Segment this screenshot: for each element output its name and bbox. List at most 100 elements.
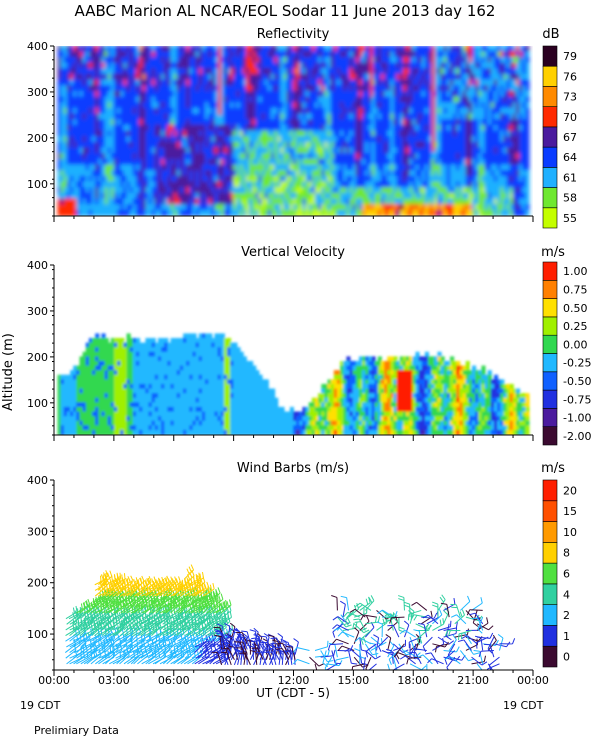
reflectivity-cell — [104, 130, 109, 138]
reflectivity-cell — [409, 68, 414, 75]
reflectivity-cell — [198, 56, 203, 64]
reflectivity-cell — [387, 107, 392, 115]
reflectivity-cell — [336, 153, 342, 160]
reflectivity-cell — [95, 102, 100, 109]
reflectivity-cell — [142, 147, 147, 155]
reflectivity-cell — [264, 136, 269, 143]
reflectivity-cell — [484, 141, 489, 149]
reflectivity-cell — [506, 181, 511, 189]
reflectivity-cell — [358, 158, 364, 166]
reflectivity-cell — [305, 56, 310, 64]
velocity-cell — [92, 374, 97, 381]
reflectivity-cell — [264, 62, 269, 70]
reflectivity-cell — [167, 153, 172, 160]
velocity-cell — [104, 416, 109, 422]
reflectivity-cell — [324, 62, 329, 70]
reflectivity-cell — [365, 51, 370, 58]
reflectivity-cell — [314, 85, 320, 92]
reflectivity-cell — [456, 79, 461, 87]
reflectivity-cell — [157, 170, 163, 177]
reflectivity-cell — [192, 204, 197, 211]
reflectivity-cell — [456, 204, 461, 211]
reflectivity-cell — [274, 147, 279, 155]
reflectivity-cell — [409, 192, 414, 200]
reflectivity-cell — [195, 158, 200, 166]
reflectivity-cell — [396, 79, 401, 87]
reflectivity-cell — [387, 68, 392, 75]
reflectivity-cell — [380, 141, 386, 149]
reflectivity-cell — [179, 181, 185, 189]
velocity-cell — [95, 393, 100, 399]
reflectivity-cell — [465, 119, 470, 126]
velocity-cell — [110, 388, 116, 395]
reflectivity-cell — [283, 170, 288, 177]
reflectivity-cell — [142, 51, 147, 58]
reflectivity-cell — [154, 187, 159, 194]
reflectivity-cell — [117, 96, 122, 104]
reflectivity-cell — [446, 170, 452, 177]
reflectivity-cell — [311, 51, 316, 58]
reflectivity-cell — [393, 175, 398, 183]
reflectivity-cell — [440, 85, 445, 92]
reflectivity-cell — [512, 164, 517, 172]
velocity-cell — [98, 416, 103, 422]
reflectivity-cell — [406, 79, 411, 87]
reflectivity-cell — [274, 124, 279, 132]
reflectivity-cell — [409, 147, 414, 155]
reflectivity-cell — [293, 68, 298, 75]
reflectivity-cell — [85, 198, 90, 206]
reflectivity-cell — [211, 181, 216, 189]
reflectivity-cell — [443, 46, 448, 53]
velocity-cell — [60, 406, 65, 413]
reflectivity-cell — [274, 85, 279, 92]
reflectivity-cell — [223, 46, 229, 53]
reflectivity-cell — [76, 175, 81, 183]
reflectivity-cell — [66, 192, 72, 200]
reflectivity-cell — [478, 102, 483, 109]
reflectivity-cell — [245, 79, 251, 87]
reflectivity-cell — [424, 102, 430, 109]
reflectivity-cell — [412, 79, 417, 87]
reflectivity-cell — [230, 124, 235, 132]
reflectivity-cell — [198, 102, 203, 109]
reflectivity-cell — [500, 46, 505, 53]
reflectivity-cell — [343, 130, 348, 138]
velocity-cell — [98, 351, 103, 358]
reflectivity-cell — [63, 158, 68, 166]
reflectivity-cell — [333, 96, 338, 104]
velocity-cell — [120, 425, 125, 431]
reflectivity-cell — [384, 46, 389, 53]
velocity-cell — [85, 425, 90, 431]
reflectivity-cell — [487, 198, 492, 206]
reflectivity-cell — [132, 68, 137, 75]
reflectivity-cell — [242, 136, 247, 143]
reflectivity-cell — [261, 147, 266, 155]
velocity-cell — [117, 420, 122, 427]
reflectivity-cell — [205, 192, 210, 200]
reflectivity-cell — [293, 209, 298, 216]
reflectivity-cell — [318, 107, 323, 115]
reflectivity-cell — [324, 113, 329, 121]
reflectivity-cell — [487, 96, 492, 104]
reflectivity-cell — [249, 141, 254, 149]
reflectivity-cell — [261, 164, 266, 172]
reflectivity-cell — [88, 204, 94, 211]
reflectivity-cell — [114, 107, 119, 115]
velocity-cell — [73, 406, 78, 413]
velocity-cell — [104, 360, 109, 367]
reflectivity-cell — [330, 136, 335, 143]
reflectivity-cell — [305, 73, 310, 81]
reflectivity-cell — [453, 119, 458, 126]
reflectivity-cell — [139, 62, 144, 70]
reflectivity-cell — [462, 130, 467, 138]
reflectivity-cell — [450, 85, 455, 92]
reflectivity-cell — [352, 175, 357, 183]
reflectivity-cell — [79, 102, 84, 109]
reflectivity-cell — [151, 73, 156, 81]
reflectivity-cell — [418, 124, 423, 132]
velocity-cell — [57, 383, 62, 390]
reflectivity-cell — [186, 56, 191, 64]
velocity-cell — [114, 383, 119, 390]
reflectivity-cell — [242, 141, 247, 149]
reflectivity-cell — [201, 136, 207, 143]
